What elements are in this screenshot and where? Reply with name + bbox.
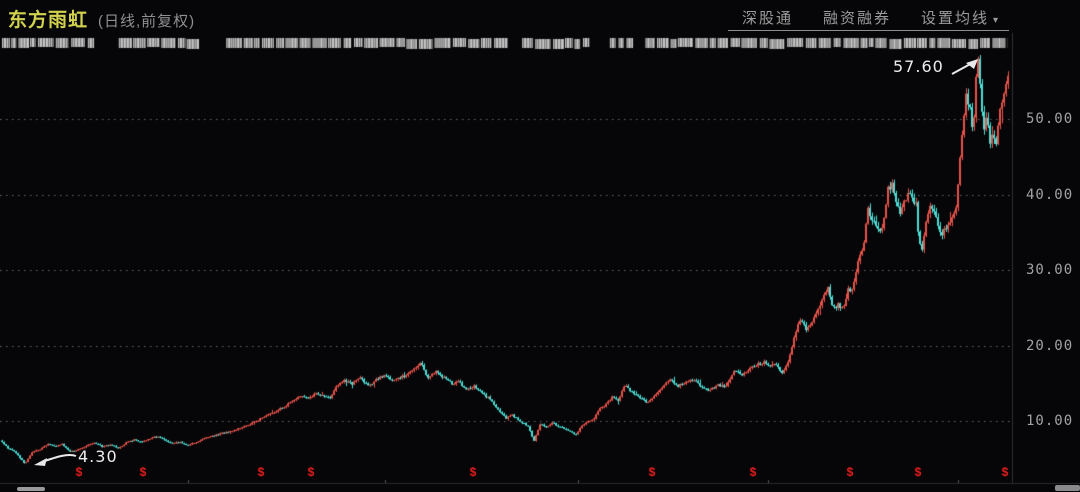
dividend-event-marker[interactable]: $ xyxy=(648,465,656,479)
toolbar-underline xyxy=(728,30,1009,31)
y-axis-label: 40.00 xyxy=(1026,186,1074,203)
low-price-arrow-icon xyxy=(34,453,77,466)
dividend-event-marker[interactable]: $ xyxy=(749,465,757,479)
y-axis-label: 20.00 xyxy=(1026,337,1074,354)
chart-toolbar: 深股通 融资融券 设置均线 ▾ xyxy=(742,7,1000,28)
y-axis-label: 30.00 xyxy=(1026,262,1074,278)
high-price-arrow-icon xyxy=(951,59,978,75)
dividend-event-marker[interactable]: $ xyxy=(257,465,265,479)
y-axis-label: 50.00 xyxy=(1026,111,1074,127)
scrollbar-thumb-left[interactable] xyxy=(17,487,45,491)
chart-period-label: (日线,前复权) xyxy=(98,13,196,30)
menu-item-ma-settings[interactable]: 设置均线 ▾ xyxy=(921,7,1000,28)
dividend-event-marker[interactable]: $ xyxy=(139,465,147,479)
menu-item-shenzhen-connect[interactable]: 深股通 xyxy=(742,10,794,27)
dividend-event-marker[interactable]: $ xyxy=(75,465,83,479)
high-price-annotation: 57.60 xyxy=(893,57,944,76)
chevron-down-icon: ▾ xyxy=(993,15,1001,26)
low-price-annotation: 4.30 xyxy=(78,447,118,466)
dividend-event-marker[interactable]: $ xyxy=(469,465,477,479)
dividend-event-marker[interactable]: $ xyxy=(846,465,854,479)
menu-item-margin-trading[interactable]: 融资融券 xyxy=(823,10,892,27)
dividend-event-marker[interactable]: $ xyxy=(914,465,922,479)
stock-name: 东方雨虹 xyxy=(8,10,89,31)
ma-settings-label: 设置均线 xyxy=(921,10,990,27)
chart-header: 东方雨虹 (日线,前复权) xyxy=(8,5,195,32)
dividend-event-marker[interactable]: $ xyxy=(307,465,315,479)
dividend-event-marker[interactable]: $ xyxy=(1001,465,1009,479)
y-axis-label: 10.00 xyxy=(1026,413,1074,429)
scrollbar-thumb-right[interactable] xyxy=(1055,485,1080,491)
